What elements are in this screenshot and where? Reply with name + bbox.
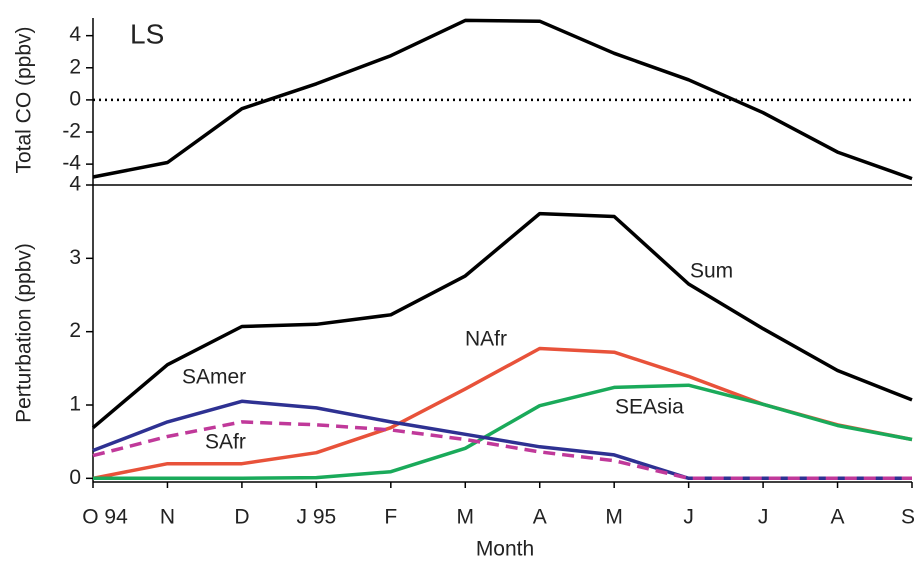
x-tick-label: A: [533, 506, 547, 529]
series-line: [93, 383, 913, 481]
series-label: Sum: [690, 260, 733, 283]
y-tick-label: -4: [62, 152, 81, 175]
x-tick-label: D: [234, 506, 249, 529]
y-tick-label: 0: [69, 87, 81, 110]
annotation: LS: [130, 18, 164, 49]
y-tick-label: 1: [69, 393, 81, 416]
x-tick-label: O 94: [82, 506, 128, 529]
series-label: SAmer: [182, 366, 246, 389]
series-label: NAfr: [465, 328, 507, 351]
y-tick-label: 2: [69, 319, 81, 342]
y-tick-label: 2: [69, 55, 81, 78]
x-axis-label: Month: [476, 538, 534, 561]
x-tick-label: F: [384, 506, 397, 529]
x-tick-label: M: [457, 506, 475, 529]
y-tick-label: 0: [69, 466, 81, 489]
x-tick-label: J: [683, 506, 694, 529]
series-line: [92, 18, 913, 181]
x-tick-label: J: [758, 506, 769, 529]
series-line: [92, 420, 912, 481]
y-tick-label: 3: [69, 246, 81, 269]
y-axis-label: Perturbation (ppbv): [13, 243, 36, 423]
series-label: SEAsia: [615, 396, 684, 419]
x-tick-label: M: [605, 506, 623, 529]
x-tick-label: S: [901, 506, 915, 529]
y-tick-label: 4: [69, 173, 81, 196]
x-tick-label: N: [160, 506, 175, 529]
y-axis-label: Total CO (ppbv): [13, 26, 36, 173]
x-tick-label: J 95: [297, 506, 337, 529]
series-label: SAfr: [205, 431, 246, 454]
y-tick-label: -2: [62, 120, 81, 143]
series-line: [91, 211, 913, 430]
x-tick-label: A: [831, 506, 845, 529]
y-tick-label: 4: [69, 23, 81, 46]
